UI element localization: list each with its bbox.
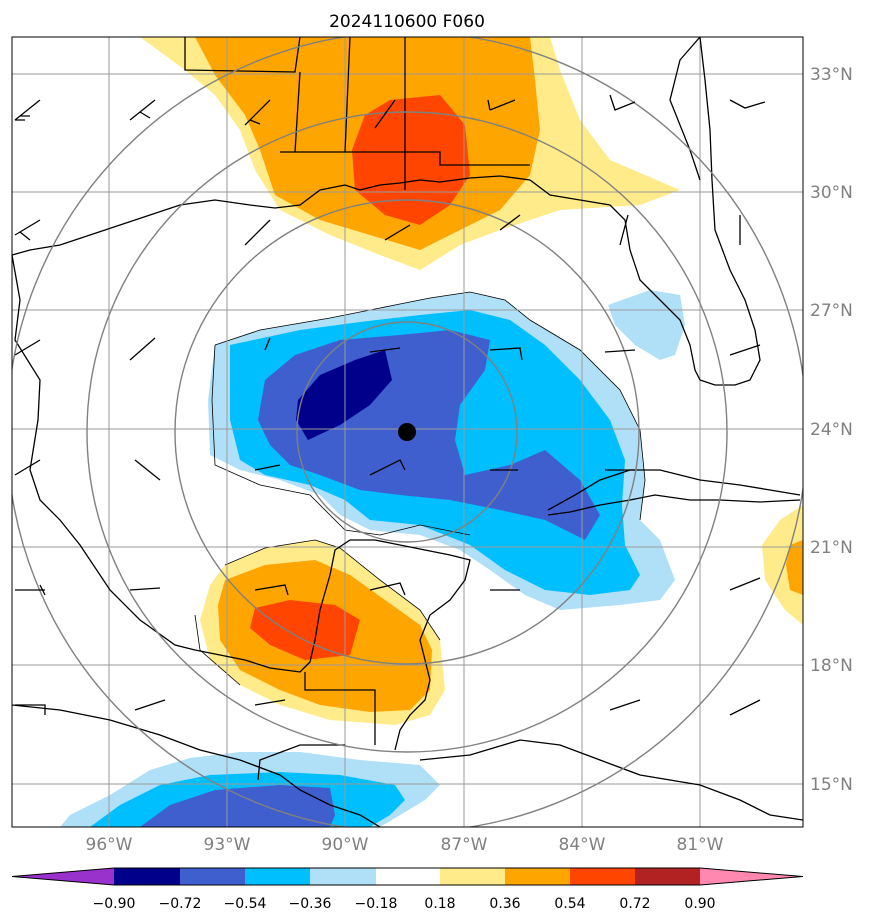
lat-label: 24°N <box>810 420 853 440</box>
colorbar-cell <box>245 868 310 885</box>
wind-barbs <box>14 94 766 716</box>
longitude-labels: 96°W 93°W 90°W 87°W 84°W 81°W <box>86 835 724 855</box>
lat-label: 15°N <box>810 775 853 795</box>
colorbar-tick: 0.36 <box>489 896 520 912</box>
colorbar-tick: 0.54 <box>554 896 585 912</box>
colorbar-cell <box>440 868 505 885</box>
lat-label: 18°N <box>810 656 853 676</box>
colorbar-cell <box>700 868 803 885</box>
colorbar-tick: 0.90 <box>684 896 715 912</box>
colorbar-tick: −0.72 <box>159 896 202 912</box>
colorbar-cell <box>12 868 114 885</box>
colorbar-cell <box>570 868 635 885</box>
latitude-labels: 33°N 30°N 27°N 24°N 21°N 18°N 15°N <box>810 65 853 795</box>
colorbar-cell <box>376 868 440 885</box>
colorbar: −0.90 −0.72 −0.54 −0.36 −0.18 0.18 0.36 … <box>11 867 804 912</box>
coastlines <box>12 37 803 827</box>
lat-label: 33°N <box>810 65 853 85</box>
colorbar-tick: −0.36 <box>289 896 332 912</box>
colorbar-tick: −0.54 <box>224 896 267 912</box>
colorbar-cell <box>310 868 376 885</box>
lon-label: 93°W <box>204 835 251 855</box>
lat-label: 30°N <box>810 183 853 203</box>
colorbar-cell <box>635 868 700 885</box>
lon-label: 87°W <box>441 835 488 855</box>
colorbar-outline <box>11 867 804 886</box>
colorbar-tick: −0.90 <box>93 896 136 912</box>
colorbar-cell <box>505 868 570 885</box>
lon-label: 81°W <box>677 835 724 855</box>
graticule <box>12 37 803 827</box>
lat-label: 27°N <box>810 301 853 321</box>
map-frame <box>11 36 804 828</box>
colorbar-tick: −0.18 <box>355 896 398 912</box>
colorbar-ticks: −0.90 −0.72 −0.54 −0.36 −0.18 0.18 0.36 … <box>93 896 716 912</box>
range-rings <box>12 37 803 827</box>
colorbar-tick: 0.18 <box>424 896 455 912</box>
lat-label: 21°N <box>810 538 853 558</box>
contour-positive-east <box>762 505 803 625</box>
storm-center-marker <box>398 423 416 441</box>
colorbar-cell <box>180 868 245 885</box>
contour-negative-gulf <box>208 290 685 610</box>
colorbar-cells <box>11 867 804 886</box>
lon-label: 84°W <box>559 835 606 855</box>
colorbar-tick: 0.72 <box>619 896 650 912</box>
map-area <box>12 37 803 827</box>
lon-label: 90°W <box>322 835 369 855</box>
map-title: 2024110600 F060 <box>329 12 485 32</box>
colorbar-cell <box>114 868 180 885</box>
lon-label: 96°W <box>86 835 133 855</box>
contour-positive-north <box>140 37 680 270</box>
